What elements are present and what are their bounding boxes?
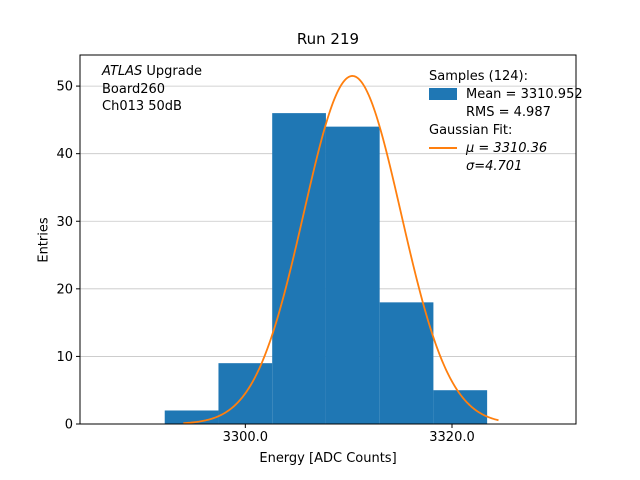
annotation-upgrade: Upgrade: [142, 64, 202, 79]
annotation-atlas: ATLAS: [102, 64, 143, 79]
annotation-board: Board260: [102, 81, 166, 97]
legend-sigma-label: σ=4.701: [466, 158, 523, 174]
histogram-bar: [272, 113, 326, 424]
legend-fit-line-handle: [429, 147, 459, 149]
legend-samples-header: Samples (124):: [429, 68, 528, 84]
axes-frame: [79, 54, 577, 425]
y-tick-label: 10: [56, 350, 73, 365]
y-tick-label: 20: [56, 282, 73, 297]
legend-hist-handle: [429, 88, 459, 100]
legend-fit-line: [429, 147, 457, 149]
annotation-line-1: ATLAS Upgrade: [102, 63, 202, 81]
legend-rms-row: RMS = 4.987: [429, 103, 583, 121]
legend-rms-label: RMS = 4.987: [466, 104, 551, 120]
legend: Samples (124): Mean = 3310.952 RMS = 4.9…: [429, 67, 583, 175]
y-axis-label: Entries: [36, 217, 52, 263]
histogram-bar: [379, 302, 434, 424]
x-tick-label: 3300.0: [223, 430, 269, 445]
y-tick-label: 50: [56, 80, 73, 95]
legend-fit-header-row: Gaussian Fit:: [429, 121, 583, 139]
histogram-bar: [325, 126, 380, 424]
legend-mu-label: μ = 3310.36: [466, 140, 548, 156]
annotation-channel: Ch013 50dB: [102, 99, 182, 114]
legend-mean-row: Mean = 3310.952: [429, 85, 583, 103]
legend-mean-label: Mean = 3310.952: [466, 86, 583, 102]
legend-mu-row: μ = 3310.36: [429, 139, 583, 157]
annotation: ATLAS Upgrade Board260 Ch013 50dB: [102, 63, 202, 116]
x-tick-label: 3320.0: [429, 430, 475, 445]
y-tick-label: 0: [65, 418, 73, 433]
y-tick-label: 30: [56, 215, 73, 230]
legend-hist-swatch: [429, 88, 457, 100]
legend-fit-header: Gaussian Fit:: [429, 122, 513, 138]
legend-sigma-row: σ=4.701: [429, 157, 583, 175]
y-tick-label: 40: [56, 147, 73, 162]
legend-samples-header-row: Samples (124):: [429, 67, 583, 85]
gaussian-fit-curve: [183, 75, 499, 425]
x-axis-label: Energy [ADC Counts]: [259, 451, 397, 466]
chart-title: Run 219: [296, 30, 360, 48]
